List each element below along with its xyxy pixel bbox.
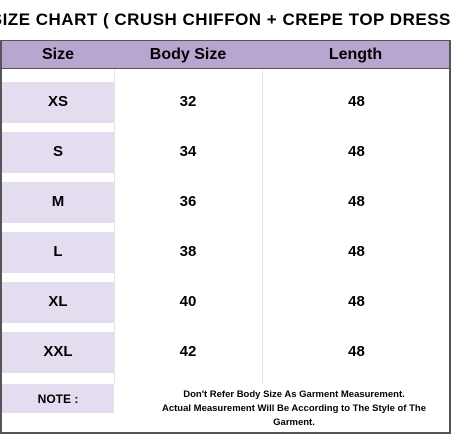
- length-value: 48: [348, 293, 365, 310]
- table-row: M 36 48: [2, 169, 449, 223]
- size-value: XXL: [43, 343, 73, 360]
- size-value: S: [52, 143, 63, 160]
- table-row: L 38 48: [2, 219, 449, 273]
- header-length: Length: [328, 45, 383, 63]
- size-cell-bg: [2, 281, 114, 323]
- column-divider: [114, 69, 115, 384]
- body-size-value: 32: [179, 93, 197, 110]
- table-row: S 34 48: [2, 119, 449, 173]
- length-value: 48: [348, 243, 365, 260]
- table-row: XL 40 48: [2, 269, 449, 323]
- body-size-value: 38: [179, 243, 197, 260]
- size-cell-bg: [2, 81, 114, 123]
- body-size-value: 34: [179, 143, 197, 160]
- table-header: Size Body Size Length: [0, 40, 451, 69]
- size-cell-bg: [2, 231, 114, 273]
- size-cell-bg: [2, 181, 114, 223]
- length-value: 48: [348, 343, 365, 360]
- size-value: M: [51, 193, 65, 210]
- size-cell-bg: [2, 131, 114, 173]
- column-divider: [262, 69, 263, 384]
- length-value: 48: [348, 93, 365, 110]
- note-line-1: Don't Refer Body Size As Garment Measure…: [183, 389, 405, 400]
- table-row: XS 32 48: [2, 69, 449, 123]
- chart-title: SIZE CHART ( CRUSH CHIFFON + CREPE TOP D…: [0, 10, 453, 29]
- header-size: Size: [41, 45, 74, 63]
- note-label: NOTE :: [2, 384, 114, 413]
- size-value: XL: [48, 293, 68, 310]
- body-size-value: 36: [179, 193, 197, 210]
- body-size-value: 42: [179, 343, 197, 360]
- note-line-2: Actual Measurement Will Be According to …: [161, 403, 427, 428]
- header-body-size: Body Size: [149, 45, 227, 63]
- size-value: XS: [47, 93, 68, 110]
- note-row: NOTE : Don't Refer Body Size As Garment …: [0, 384, 451, 434]
- length-value: 48: [348, 193, 365, 210]
- size-table-body: XS 32 48 S 34 48 M 36 48 L 38 48 XL 40 4…: [0, 69, 451, 384]
- body-size-value: 40: [179, 293, 197, 310]
- length-value: 48: [348, 143, 365, 160]
- note-text: Don't Refer Body Size As Garment Measure…: [142, 388, 446, 430]
- size-value: L: [53, 243, 63, 260]
- table-row: XXL 42 48: [2, 319, 449, 373]
- size-cell-bg: [2, 331, 114, 373]
